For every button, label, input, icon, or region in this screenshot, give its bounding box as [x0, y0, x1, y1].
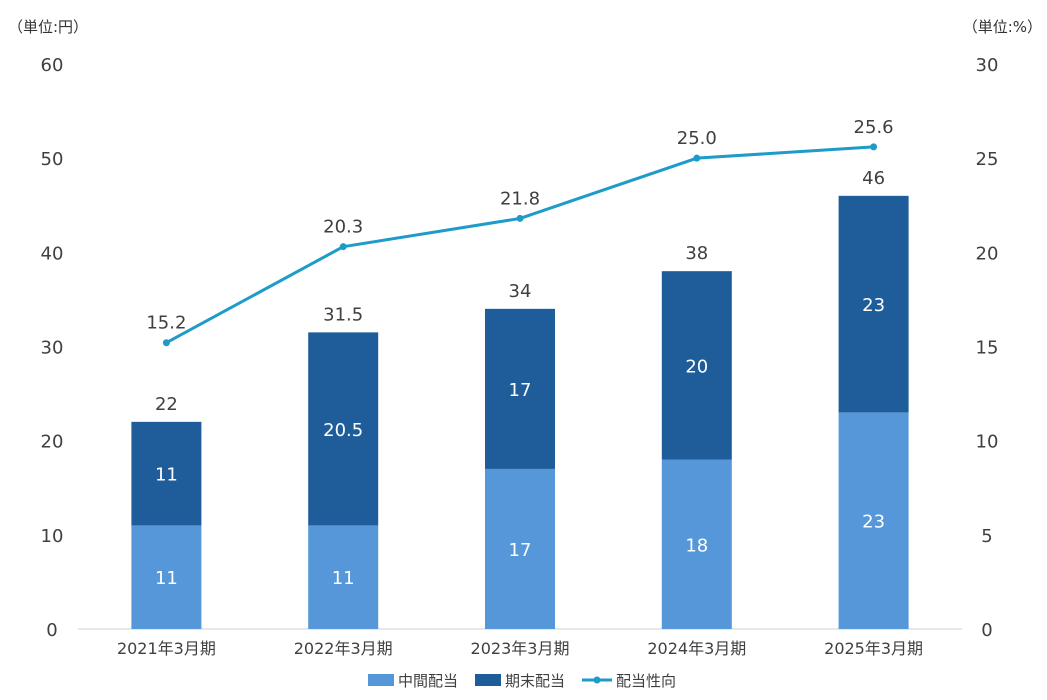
bar-total-label: 38 — [685, 243, 708, 264]
legend-swatch — [475, 674, 501, 686]
bar-segment-year-end — [308, 332, 379, 526]
left-tick-label: 40 — [41, 243, 64, 264]
payout-ratio-label: 21.8 — [500, 188, 540, 209]
bar-segment-year-end — [485, 308, 555, 469]
x-tick-label: 2023年3月期 — [471, 639, 570, 658]
right-tick-label: 5 — [981, 526, 992, 547]
right-tick-label: 25 — [976, 149, 999, 170]
bar-value-label: 23 — [862, 512, 885, 533]
left-tick-label: 30 — [41, 338, 64, 359]
bar-segment-interim — [661, 459, 732, 629]
legend: 中間配当 期末配当 配当性向 — [368, 672, 676, 690]
bar-segment-year-end — [131, 421, 202, 526]
right-tick-label: 30 — [976, 55, 999, 76]
bar-value-label: 20.5 — [323, 420, 363, 441]
payout-ratio-point — [339, 243, 347, 251]
bar-value-label: 20 — [685, 356, 708, 377]
bar-total-label: 31.5 — [323, 304, 363, 325]
legend-swatch — [368, 674, 394, 686]
bar-series: 11 11 22 11 20.5 31.5 17 17 34 18 20 38 23 23 46 — [131, 168, 909, 629]
legend-item-payout-ratio: 配当性向 — [582, 672, 676, 690]
right-tick-label: 0 — [981, 620, 992, 641]
right-axis-unit-label: （単位:%） — [963, 18, 1042, 36]
line-series: 15.2 20.3 21.8 25.0 25.6 — [146, 117, 894, 347]
payout-ratio-point — [870, 143, 878, 151]
bar-segment-interim — [838, 412, 909, 629]
left-tick-label: 60 — [41, 55, 64, 76]
x-tick-label: 2024年3月期 — [647, 639, 746, 658]
x-tick-label: 2025年3月期 — [824, 639, 923, 658]
legend-swatch-marker — [593, 676, 601, 684]
bar-value-label: 11 — [155, 465, 178, 486]
legend-label: 期末配当 — [505, 672, 565, 690]
x-tick-label: 2022年3月期 — [294, 639, 393, 658]
left-tick-label: 20 — [41, 432, 64, 453]
legend-item-year-end: 期末配当 — [475, 672, 565, 690]
payout-ratio-label: 15.2 — [146, 313, 186, 334]
left-axis-ticks: 0 10 20 30 40 50 60 — [41, 55, 64, 641]
bar-value-label: 11 — [332, 568, 355, 589]
right-tick-label: 10 — [976, 432, 999, 453]
bar-value-label: 23 — [862, 295, 885, 316]
legend-item-interim: 中間配当 — [368, 672, 458, 690]
bar-total-label: 46 — [862, 168, 885, 189]
bar-segment-year-end — [661, 271, 732, 460]
right-tick-label: 20 — [976, 243, 999, 264]
bar-value-label: 11 — [155, 568, 178, 589]
right-tick-label: 15 — [976, 338, 999, 359]
payout-ratio-label: 25.6 — [854, 117, 894, 138]
bar-segment-interim — [308, 525, 379, 629]
legend-label: 配当性向 — [616, 672, 676, 690]
bar-total-label: 22 — [155, 394, 178, 415]
bar-value-label: 17 — [509, 540, 532, 561]
left-tick-label: 50 — [41, 149, 64, 170]
bar-total-label: 34 — [509, 281, 532, 302]
left-tick-label: 10 — [41, 526, 64, 547]
left-axis-unit-label: （単位:円） — [8, 18, 88, 36]
bar-value-label: 18 — [685, 535, 708, 556]
bar-segment-interim — [131, 525, 202, 629]
bar-segment-year-end — [838, 195, 909, 413]
payout-ratio-label: 25.0 — [677, 128, 717, 149]
legend-label: 中間配当 — [398, 672, 458, 690]
bar-segment-interim — [485, 468, 555, 629]
payout-ratio-point — [516, 214, 524, 222]
x-tick-label: 2021年3月期 — [117, 639, 216, 658]
left-tick-label: 0 — [46, 620, 57, 641]
payout-ratio-point — [162, 339, 170, 347]
bar-value-label: 17 — [509, 380, 532, 401]
payout-ratio-label: 20.3 — [323, 217, 363, 238]
payout-ratio-point — [693, 154, 701, 162]
right-axis-ticks: 0 5 10 15 20 25 30 — [976, 55, 999, 641]
x-axis-ticks: 2021年3月期 2022年3月期 2023年3月期 2024年3月期 2025年3月期 — [117, 639, 923, 658]
